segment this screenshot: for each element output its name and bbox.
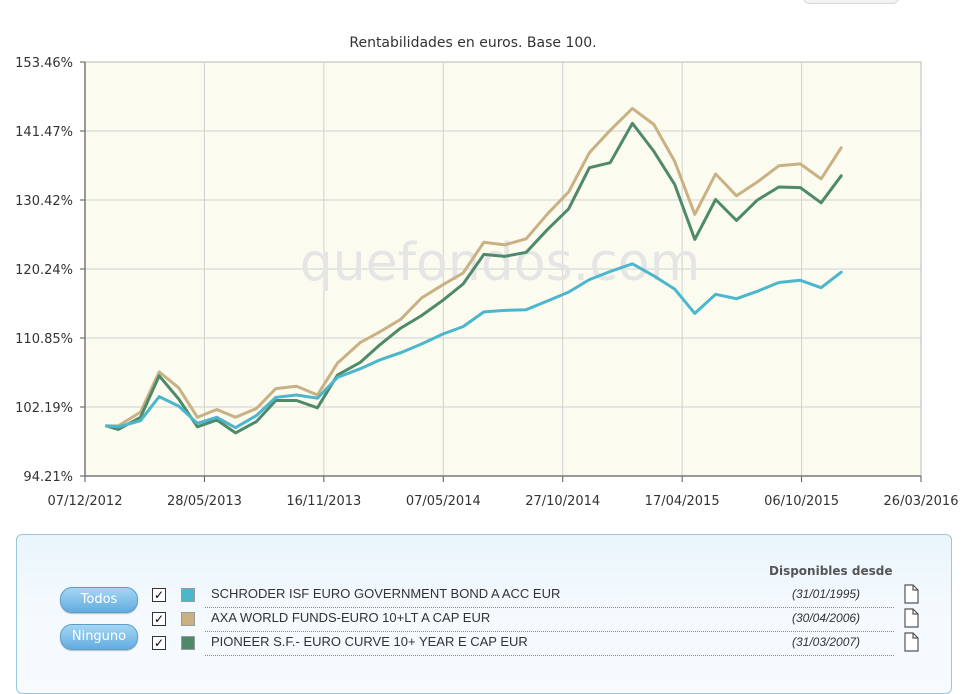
fund-row-axa: ✓ AXA WORLD FUNDS-EURO 10+LT A CAP EUR (… [152, 608, 942, 633]
y-tick-label: 94.21% [23, 470, 73, 485]
fund-name: SCHRODER ISF EURO GOVERNMENT BOND A ACC … [211, 586, 561, 601]
x-tick-label: 17/04/2015 [645, 494, 720, 509]
fund-available-date: (31/01/1995) [792, 587, 861, 601]
series-line [105, 121, 843, 435]
x-tick-label: 07/05/2014 [406, 494, 481, 509]
y-tick-label: 110.85% [15, 332, 73, 347]
fund-row-pioneer: ✓ PIONEER S.F.- EURO CURVE 10+ YEAR E CA… [152, 632, 942, 657]
row-divider [205, 655, 894, 656]
fund-color-swatch [181, 636, 195, 650]
series-line [105, 106, 843, 428]
y-tick-label: 141.47% [15, 125, 73, 140]
x-tick-label: 26/03/2016 [884, 494, 959, 509]
fund-color-swatch [181, 612, 195, 626]
fund-color-swatch [181, 588, 195, 602]
document-icon[interactable] [903, 632, 919, 652]
fund-name: AXA WORLD FUNDS-EURO 10+LT A CAP EUR [211, 610, 491, 625]
select-none-button[interactable]: Ninguno [60, 624, 138, 650]
x-tick-label: 07/12/2012 [48, 494, 123, 509]
fund-available-date: (30/04/2006) [792, 611, 861, 625]
x-tick-label: 27/10/2014 [525, 494, 600, 509]
fund-available-date: (31/03/2007) [792, 635, 861, 649]
series-line [105, 262, 843, 430]
series-lines [105, 106, 843, 435]
fund-checkbox[interactable]: ✓ [152, 588, 166, 602]
x-tick-label: 06/10/2015 [764, 494, 839, 509]
document-icon[interactable] [903, 608, 919, 628]
watermark: quefondos.com [300, 233, 701, 293]
y-axis-labels: 94.21% 102.19% 110.85% 120.24% 130.42% 141.47… [15, 56, 73, 485]
fund-checkbox[interactable]: ✓ [152, 636, 166, 650]
fund-checkbox[interactable]: ✓ [152, 612, 166, 626]
y-tick-label: 153.46% [15, 56, 73, 71]
chart-title: Rentabilidades en euros. Base 100. [349, 35, 596, 51]
row-divider [205, 631, 894, 632]
x-tick-label: 16/11/2013 [286, 494, 361, 509]
grid-lines [85, 62, 921, 476]
fund-name: PIONEER S.F.- EURO CURVE 10+ YEAR E CAP … [211, 634, 528, 649]
axes [80, 61, 922, 482]
available-since-header: Disponibles desde [769, 564, 893, 578]
y-tick-label: 130.42% [15, 194, 73, 209]
legend-panel: Todos Ninguno Disponibles desde ✓ SCHROD… [16, 534, 952, 694]
x-tick-label: 28/05/2013 [167, 494, 242, 509]
fund-row-schroder: ✓ SCHRODER ISF EURO GOVERNMENT BOND A AC… [152, 584, 942, 609]
performance-chart: Rentabilidades en euros. Base 100. quefo… [15, 35, 959, 509]
x-axis-labels: 07/12/2012 28/05/2013 16/11/2013 07/05/2014… [48, 494, 959, 509]
document-icon[interactable] [903, 584, 919, 604]
row-divider [205, 607, 894, 608]
y-tick-label: 120.24% [15, 263, 73, 278]
y-tick-label: 102.19% [15, 401, 73, 416]
select-all-button[interactable]: Todos [60, 587, 138, 613]
